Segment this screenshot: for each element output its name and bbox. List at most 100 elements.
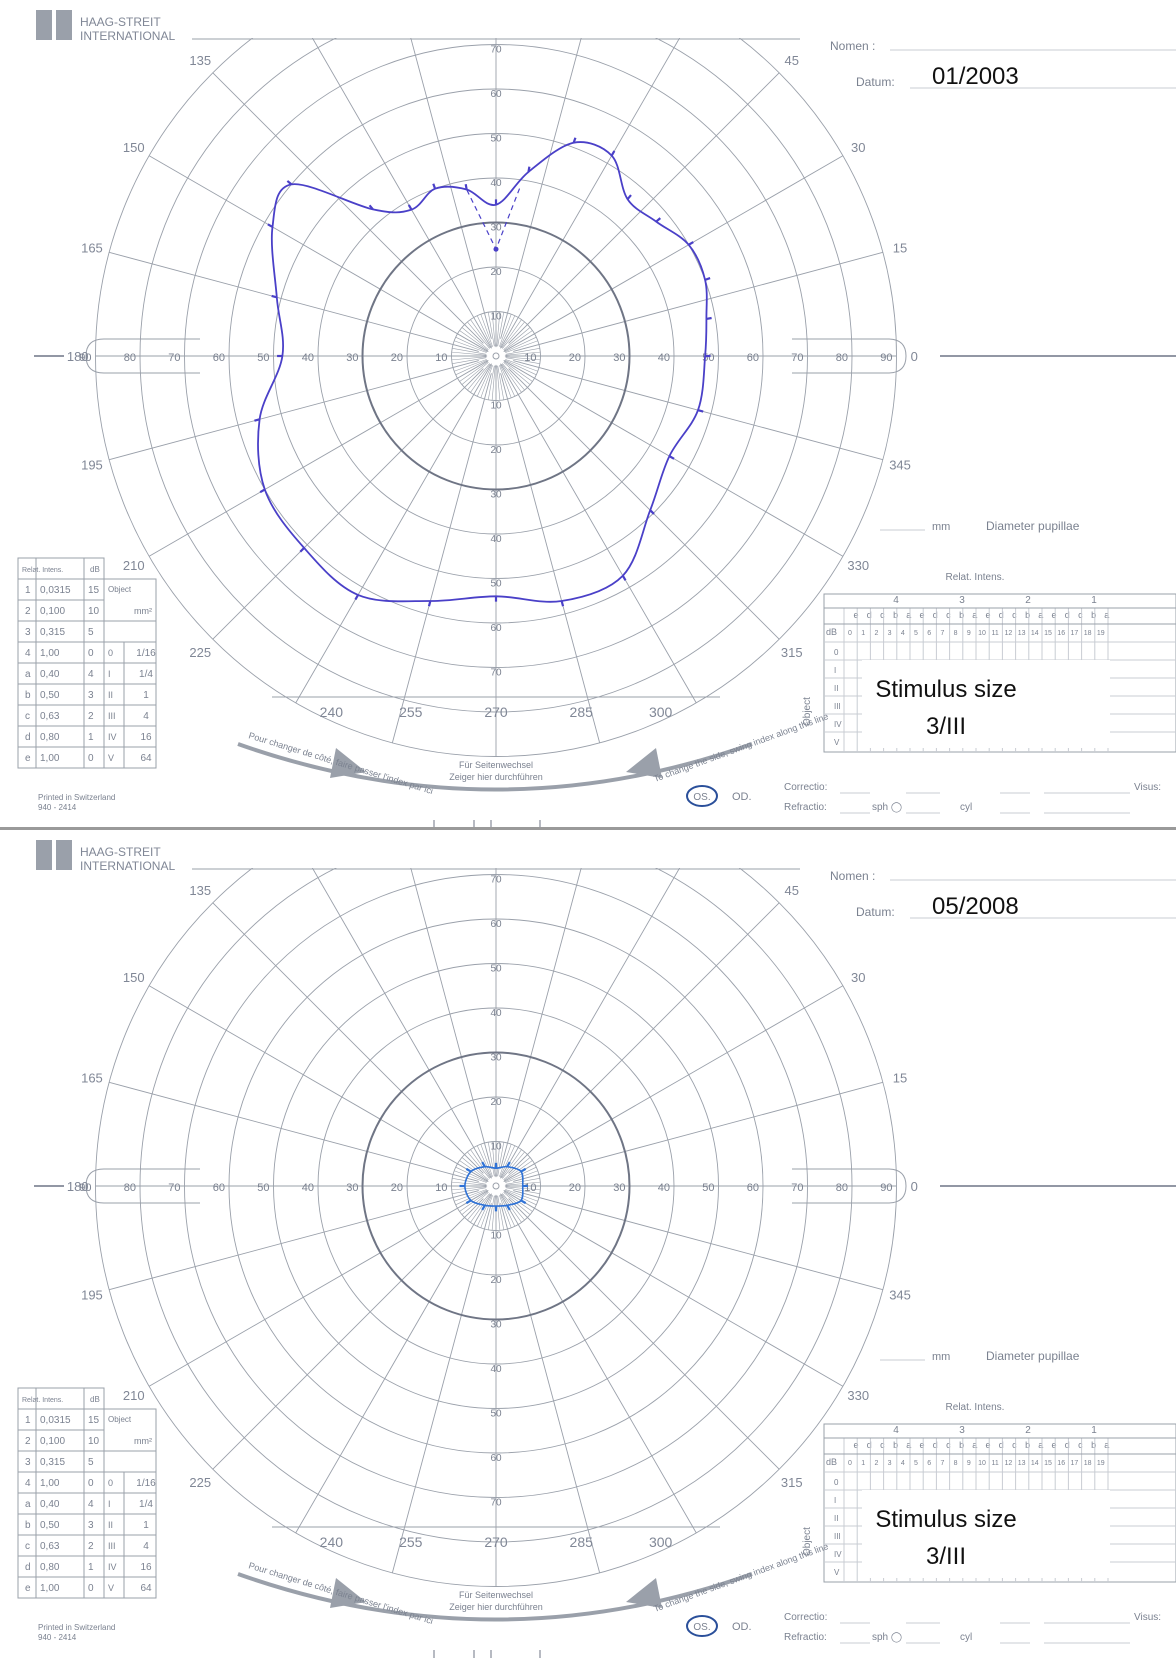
spoke-60 [500, 38, 681, 349]
intensity-row-key: 4 [25, 1478, 31, 1489]
inner-spoke [451, 1186, 487, 1191]
object-row-key: IV [108, 1562, 117, 1572]
grade-letter: a [906, 610, 911, 620]
radial-label-right: 70 [791, 352, 803, 364]
tab-left [85, 1168, 200, 1204]
db-header: dB [90, 1395, 100, 1404]
intensity-row-key: 2 [25, 1436, 31, 1447]
os-circle [686, 1615, 718, 1637]
radial-label-up: 20 [490, 267, 502, 278]
object-unit: mm² [134, 606, 152, 616]
intensity-row-key: a [25, 669, 31, 680]
spoke-105 [410, 868, 492, 1169]
inner-spoke [505, 357, 540, 365]
grade-table [823, 1423, 1176, 1583]
object-row-size: 16 [140, 1562, 152, 1573]
pupil-mm: mm [932, 1351, 950, 1363]
spoke-195 [109, 1190, 479, 1291]
change-side-fr: Pour changer de côté, faire passer l'ind… [247, 1560, 434, 1626]
inner-spoke [497, 365, 505, 400]
grade-letter: e [1051, 610, 1056, 620]
grade-letter: d [867, 1440, 872, 1450]
radial-label-down: 60 [490, 623, 502, 634]
angle-label-300: 300 [649, 1534, 673, 1550]
inner-spoke [467, 1193, 490, 1221]
inner-spoke [496, 1141, 501, 1177]
isopter-point [506, 1204, 511, 1211]
radial-label-right: 50 [702, 1182, 714, 1194]
isopter-point [465, 1167, 472, 1173]
logo-block-2 [56, 10, 72, 40]
db-value: 5 [914, 630, 918, 637]
change-side-de-1: Für Seitenwechsel [459, 1590, 533, 1600]
intensity-row-value: 0,100 [40, 1436, 65, 1447]
inner-spoke [497, 1195, 505, 1230]
isopter-point [527, 166, 531, 173]
datum-value: 05/2008 [932, 893, 1019, 920]
isopter-point [706, 316, 712, 320]
object-row-label: 0 [834, 1478, 839, 1487]
db-value: 7 [940, 630, 944, 637]
group-label: 1 [1091, 595, 1097, 606]
radial-label-down: 10 [490, 401, 502, 412]
db-value: 9 [967, 630, 971, 637]
grade-letter: b [959, 1440, 964, 1450]
isopter-point [520, 1199, 527, 1205]
inner-spoke [501, 1149, 522, 1179]
grade-letter: a [1104, 610, 1109, 620]
db-value: 17 [1071, 1460, 1079, 1467]
object-row-size: 1/16 [136, 1478, 156, 1489]
angle-label-210: 210 [123, 1388, 145, 1403]
spoke-135 [212, 72, 484, 344]
radial-label-left: 40 [302, 352, 314, 364]
spoke-240 [295, 1193, 492, 1534]
db-value: 13 [1018, 630, 1026, 637]
radial-label-left: 20 [391, 352, 403, 364]
change-side-de-1: Für Seitenwechsel [459, 760, 533, 770]
radial-label-right: 60 [747, 352, 759, 364]
inner-spoke [480, 1195, 493, 1228]
datum-value: 01/2003 [932, 63, 1019, 90]
inner-spoke [491, 1141, 496, 1177]
intensity-row-value: 0,0315 [40, 585, 71, 596]
radial-label-down: 60 [490, 1453, 502, 1464]
ring-30 [361, 1051, 631, 1321]
grade-letter: a [1104, 1440, 1109, 1450]
db-row-label: dB [826, 1457, 837, 1467]
object-row-key: I [108, 1499, 111, 1509]
db-value: 1 [861, 630, 865, 637]
ring-70 [184, 874, 808, 1498]
db-header: dB [90, 565, 100, 574]
panel-2008: 10 10 20 20 30 30 40 40 50 50 60 60 70 70 80 80 90 90 10 10… [0, 830, 1176, 1658]
isopter-point [520, 1167, 527, 1173]
datum-label: Datum: [856, 75, 895, 89]
grade-letter: b [893, 610, 898, 620]
inner-spoke [499, 1144, 512, 1177]
radial-label-up: 60 [490, 919, 502, 930]
ring-50 [273, 963, 719, 1409]
isopter-point [271, 294, 278, 299]
inner-spoke [504, 336, 537, 353]
radial-label-down: 10 [490, 1231, 502, 1242]
object-row-label: III [834, 702, 841, 711]
grade-letter: d [1065, 610, 1070, 620]
isopter-point [626, 194, 632, 200]
radial-label-left: 60 [213, 1182, 225, 1194]
radial-label-right: 30 [613, 352, 625, 364]
db-value: 13 [1018, 1460, 1026, 1467]
eye-os: OS. [693, 792, 710, 803]
grade-letter: e [919, 610, 924, 620]
object-row-size: 16 [140, 732, 152, 743]
inner-spoke [491, 1195, 496, 1231]
angle-label-30: 30 [851, 140, 865, 155]
inner-spoke [505, 359, 538, 372]
inner-spoke [499, 315, 516, 348]
radial-label-down: 50 [490, 579, 502, 590]
inner-spoke [455, 1189, 488, 1206]
db-value: 16 [1057, 630, 1065, 637]
db-value: 8 [954, 1460, 958, 1467]
object-row-size: 1/4 [139, 669, 153, 680]
refractio-label: Refractio: [784, 1632, 827, 1643]
angle-label-330: 330 [847, 1388, 869, 1403]
angle-label-180: 180 [67, 349, 89, 364]
